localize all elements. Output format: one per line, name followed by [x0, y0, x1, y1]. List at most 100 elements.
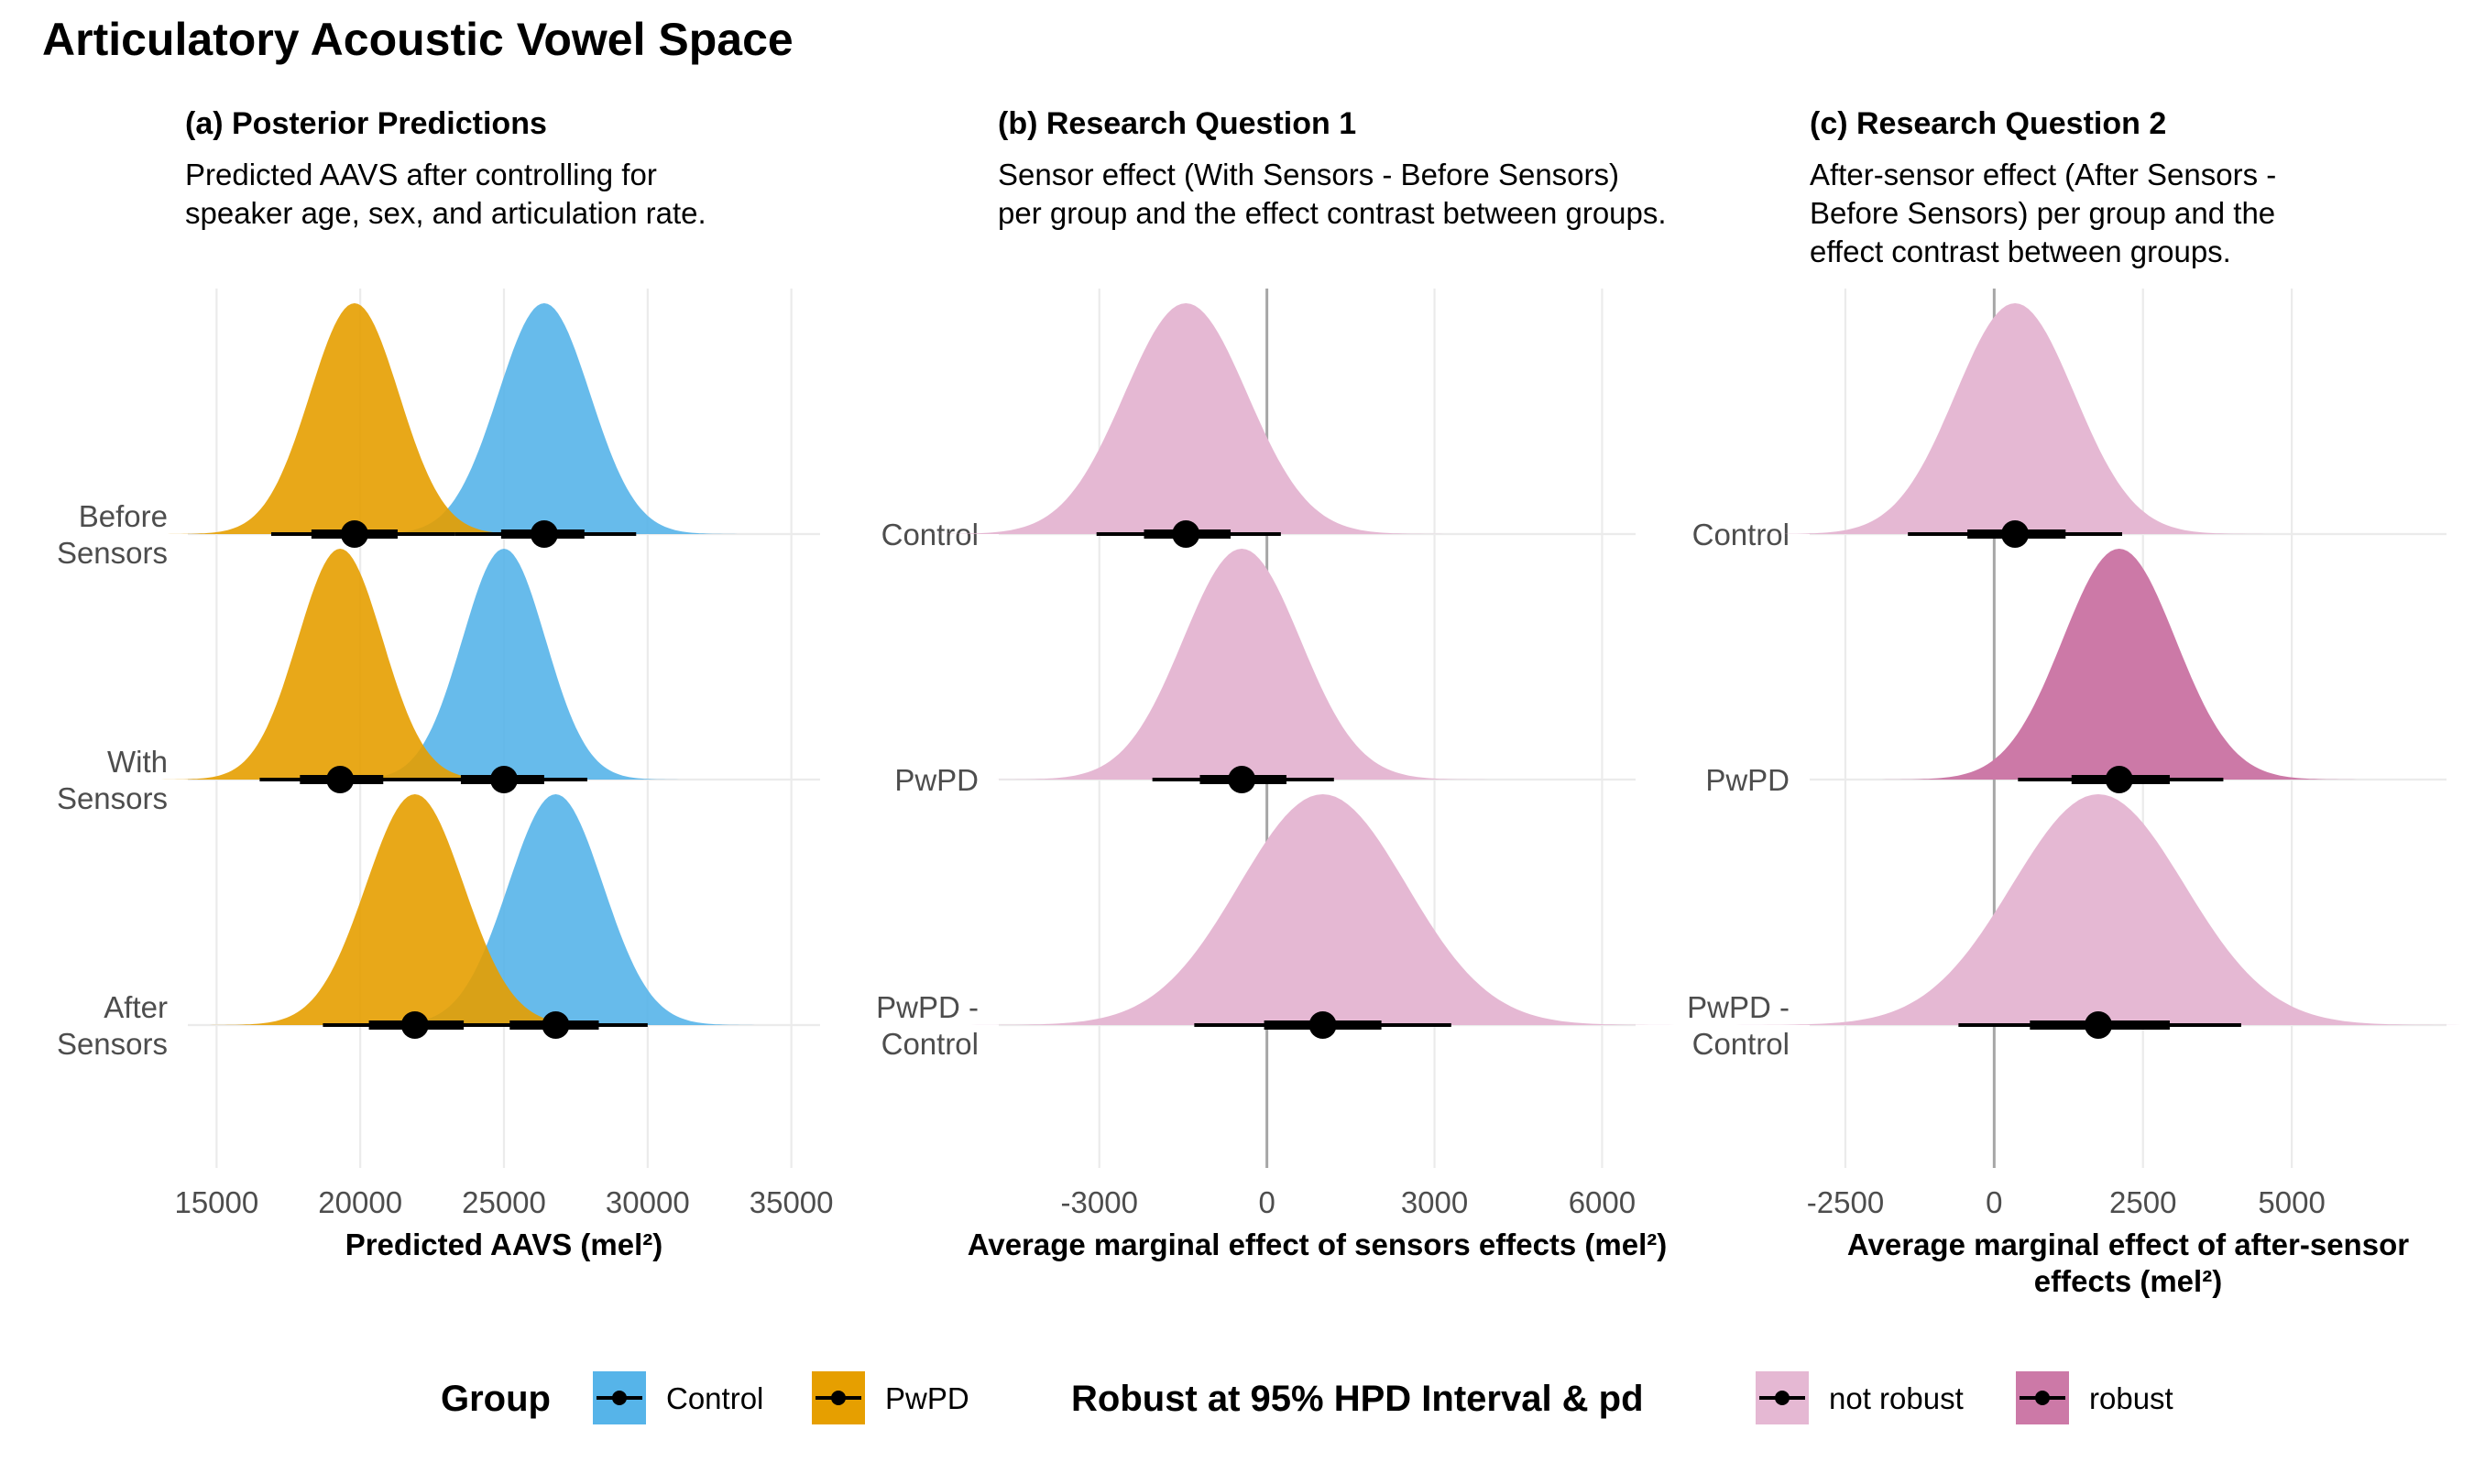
x-tick-label: 25000 — [462, 1185, 546, 1219]
legend-title-group: Group — [441, 1379, 551, 1419]
interval-pwpd-after-sensors — [323, 1011, 513, 1039]
legend-key-point — [831, 1391, 846, 1405]
density-effect-pwpd — [978, 549, 1506, 780]
y-category-label: After — [104, 990, 168, 1024]
panels: (a) Posterior Predictions Predicted AAVS … — [57, 106, 2474, 1298]
panel-title: (a) Posterior Predictions — [185, 106, 547, 141]
x-tick-label: 30000 — [606, 1185, 690, 1219]
y-category-label: Sensors — [57, 536, 168, 570]
density-pwpd-before-sensors — [154, 303, 555, 534]
y-category-label: PwPD — [1705, 763, 1790, 797]
x-tick-label: -3000 — [1061, 1185, 1138, 1219]
interval-effect-control — [1096, 520, 1281, 548]
x-tick-label: 15000 — [174, 1185, 258, 1219]
x-tick-label: 6000 — [1569, 1185, 1636, 1219]
interval-pwpd-before-sensors — [270, 520, 455, 548]
interval-pwpd-with-sensors — [259, 766, 432, 793]
x-axis-label: Predicted AAVS (mel²) — [345, 1228, 663, 1261]
legend-key-point — [612, 1391, 627, 1405]
panel-subtitle-line: Before Sensors) per group and the — [1810, 196, 2275, 230]
median-point — [530, 520, 558, 548]
x-tick-label: 3000 — [1401, 1185, 1468, 1219]
legend-item-robust: robust — [2016, 1371, 2173, 1424]
figure-title: Articulatory Acoustic Vowel Space — [42, 14, 794, 65]
legend-item-pwpd: PwPD — [812, 1371, 969, 1424]
median-point — [1172, 520, 1200, 548]
legend-label: not robust — [1829, 1381, 1964, 1415]
densities — [148, 303, 770, 1025]
density-control-with-sensors — [316, 549, 692, 780]
median-point — [1228, 766, 1256, 793]
density-effect-pwpd-control — [946, 794, 1701, 1025]
median-point — [1308, 1011, 1337, 1039]
density-pwpd-after-sensors — [194, 794, 635, 1025]
density-effect-control — [1746, 303, 2283, 534]
y-category-label: Sensors — [57, 1027, 168, 1061]
panel-title: (c) Research Question 2 — [1810, 106, 2166, 141]
y-category-label: Control — [881, 1027, 979, 1061]
y-category-label: With — [107, 745, 168, 779]
intervals — [259, 520, 648, 1039]
legend-label: robust — [2089, 1381, 2173, 1415]
interval-effect-pwpd-control — [1194, 1011, 1451, 1039]
x-axis-label: Average marginal effect of after-sensor — [1847, 1228, 2409, 1261]
x-axis-label: effects (mel²) — [2034, 1264, 2222, 1298]
interval-effect-pwpd — [1152, 766, 1334, 793]
median-point — [326, 766, 355, 793]
y-category-label: Sensors — [57, 781, 168, 815]
x-tick-label: 20000 — [318, 1185, 402, 1219]
median-point — [340, 520, 368, 548]
y-category-label: Control — [1692, 1027, 1790, 1061]
panel-c: (c) Research Question 2 After-sensor effe… — [1687, 106, 2474, 1298]
panel-subtitle-line: speaker age, sex, and articulation rate. — [185, 196, 706, 230]
x-tick-label: 0 — [1986, 1185, 2002, 1219]
densities — [1710, 303, 2474, 1025]
x-axis-label: Average marginal effect of sensors effec… — [968, 1228, 1668, 1261]
median-point — [400, 1011, 429, 1039]
density-effect-pwpd-control — [1710, 794, 2474, 1025]
y-category-label: PwPD - — [876, 990, 979, 1024]
legend-label: Control — [666, 1381, 763, 1415]
median-point — [542, 1011, 570, 1039]
y-category-label: Control — [1692, 518, 1790, 551]
density-effect-control — [909, 303, 1462, 534]
y-category-label: Before — [79, 499, 168, 533]
panel-subtitle-line: After-sensor effect (After Sensors - — [1810, 158, 2276, 191]
median-point — [490, 766, 518, 793]
legend: Group Control PwPD Robust at 95% HPD Interv… — [441, 1371, 2173, 1424]
interval-effect-control — [1908, 520, 2123, 548]
panel-subtitle-line: per group and the effect contrast betwee… — [998, 196, 1667, 230]
intervals — [1096, 520, 1451, 1039]
legend-title-robust: Robust at 95% HPD Interval & pd — [1071, 1379, 1644, 1419]
y-category-label: PwPD — [894, 763, 979, 797]
density-control-after-sensors — [342, 794, 770, 1025]
densities — [909, 303, 1701, 1025]
interval-control-before-sensors — [454, 520, 637, 548]
interval-control-with-sensors — [421, 766, 587, 793]
y-category-label: PwPD - — [1687, 990, 1790, 1024]
panel-subtitle-line: effect contrast between groups. — [1810, 235, 2231, 268]
panel-b: (b) Research Question 1 Sensor effect (Wi… — [876, 106, 1701, 1261]
interval-effect-pwpd-control — [1958, 1011, 2241, 1039]
panel-title: (b) Research Question 1 — [998, 106, 1356, 141]
legend-key-point — [1775, 1391, 1790, 1405]
panel-subtitle-line: Sensor effect (With Sensors - Before Sen… — [998, 158, 1619, 191]
x-tick-label: 35000 — [750, 1185, 834, 1219]
density-control-before-sensors — [337, 303, 751, 534]
legend-item-control: Control — [593, 1371, 763, 1424]
x-tick-label: 5000 — [2258, 1185, 2325, 1219]
x-tick-label: 2500 — [2109, 1185, 2176, 1219]
x-tick-label: 0 — [1258, 1185, 1275, 1219]
intervals — [1908, 520, 2241, 1039]
density-effect-pwpd — [1865, 549, 2374, 780]
interval-effect-pwpd — [2018, 766, 2224, 793]
y-category-label: Control — [881, 518, 979, 551]
density-pwpd-with-sensors — [148, 549, 532, 780]
panel-a: (a) Posterior Predictions Predicted AAVS … — [57, 106, 834, 1261]
x-tick-label: -2500 — [1807, 1185, 1884, 1219]
legend-key-point — [2035, 1391, 2050, 1405]
legend-item-not-robust: not robust — [1756, 1371, 1964, 1424]
panel-subtitle-line: Predicted AAVS after controlling for — [185, 158, 657, 191]
legend-label: PwPD — [885, 1381, 969, 1415]
median-point — [2001, 520, 2030, 548]
